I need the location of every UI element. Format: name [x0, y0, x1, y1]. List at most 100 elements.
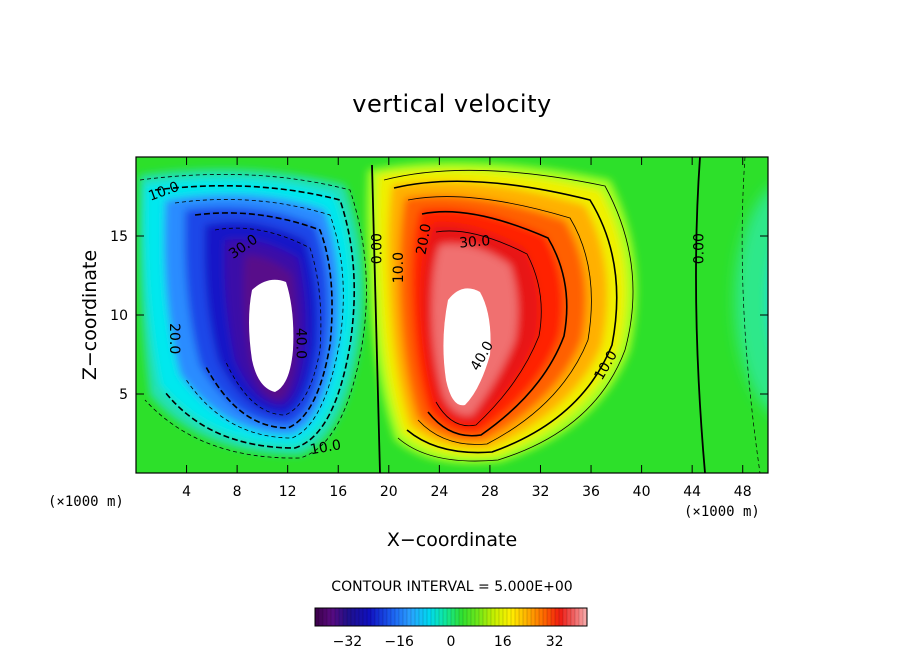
- y-axis-label: Z−coordinate: [79, 250, 101, 380]
- colorbar-tick-label: 0: [447, 634, 456, 650]
- x-tick-label: 40: [633, 484, 651, 500]
- y-tick-label: 10: [110, 308, 128, 324]
- contour-label: 10.0: [391, 252, 407, 283]
- colorbar-cell: [371, 608, 376, 626]
- colorbar-cell: [339, 608, 344, 626]
- x-tick-label: 48: [734, 484, 752, 500]
- colorbar-cell: [319, 608, 324, 626]
- colorbar-cell: [555, 608, 560, 626]
- colorbar: [314, 607, 588, 627]
- colorbar-cell: [351, 608, 356, 626]
- colorbar-cell: [343, 608, 348, 626]
- colorbar-cell: [363, 608, 368, 626]
- x-unit-left: (×1000 m): [48, 494, 124, 510]
- colorbar-cell: [575, 608, 580, 626]
- contour-label: 30.0: [459, 233, 491, 252]
- colorbar-cell: [551, 608, 556, 626]
- colorbar-cell: [487, 608, 492, 626]
- colorbar-cell: [399, 608, 404, 626]
- contour-label: 10.0: [309, 437, 342, 458]
- x-tick-label: 20: [380, 484, 398, 500]
- colorbar-cell: [491, 608, 496, 626]
- colorbar-cell: [379, 608, 384, 626]
- x-tick-label: 8: [233, 484, 242, 500]
- colorbar-cell: [427, 608, 432, 626]
- contour-label: 20.0: [166, 323, 182, 354]
- colorbar-cell: [527, 608, 532, 626]
- colorbar-cell: [571, 608, 576, 626]
- colorbar-cell: [331, 608, 336, 626]
- colorbar-cell: [435, 608, 440, 626]
- colorbar-cell: [455, 608, 460, 626]
- colorbar-cell: [579, 608, 584, 626]
- colorbar-cell: [467, 608, 472, 626]
- contour-label: 40.0: [292, 328, 308, 359]
- colorbar-tick-label: −32: [333, 634, 363, 650]
- colorbar-cell: [511, 608, 516, 626]
- x-tick-label: 32: [532, 484, 550, 500]
- x-tick-label: 44: [683, 484, 701, 500]
- colorbar-cell: [391, 608, 396, 626]
- contour-label: 20.0: [414, 222, 435, 255]
- colorbar-cell: [395, 608, 400, 626]
- colorbar-cell: [419, 608, 424, 626]
- colorbar-cell: [359, 608, 364, 626]
- colorbar-cell: [563, 608, 568, 626]
- colorbar-tick-label: 16: [494, 634, 512, 650]
- x-axis-label: X−coordinate: [387, 529, 517, 551]
- colorbar-cell: [335, 608, 340, 626]
- colorbar-cell: [483, 608, 488, 626]
- x-tick-label: 24: [430, 484, 448, 500]
- colorbar-cell: [507, 608, 512, 626]
- colorbar-cell: [567, 608, 572, 626]
- colorbar-cell: [347, 608, 352, 626]
- colorbar-cell: [515, 608, 520, 626]
- colorbar-cell: [471, 608, 476, 626]
- y-axis: 5 10 15: [110, 229, 768, 403]
- colorbar-cell: [355, 608, 360, 626]
- colorbar-cell: [539, 608, 544, 626]
- heatmap-field: [136, 157, 768, 473]
- colorbar-cell: [463, 608, 468, 626]
- colorbar-cell: [411, 608, 416, 626]
- colorbar-cell: [519, 608, 524, 626]
- colorbar-cell: [499, 608, 504, 626]
- colorbar-cell: [503, 608, 508, 626]
- colorbar-cell: [423, 608, 428, 626]
- colorbar-cell: [531, 608, 536, 626]
- colorbar-frame: [314, 607, 588, 627]
- colorbar-tick-label: −16: [384, 634, 414, 650]
- y-tick-label: 15: [110, 229, 128, 245]
- y-tick-label: 5: [119, 387, 128, 403]
- x-tick-label: 16: [329, 484, 347, 500]
- colorbar-cell: [559, 608, 564, 626]
- colorbar-cell: [523, 608, 528, 626]
- colorbar-cell: [475, 608, 480, 626]
- contour-interval: CONTOUR INTERVAL = 5.000E+00: [331, 579, 572, 595]
- colorbar-cell: [583, 608, 588, 626]
- colorbar-cell: [375, 608, 380, 626]
- colorbar-cell: [535, 608, 540, 626]
- colorbar-cell: [315, 608, 320, 626]
- colorbar-cell: [443, 608, 448, 626]
- colorbar-ticks: −32 −16 0 16 32: [333, 634, 564, 650]
- colorbar-cell: [447, 608, 452, 626]
- colorbar-cell: [495, 608, 500, 626]
- x-tick-label: 4: [182, 484, 191, 500]
- colorbar-cell: [403, 608, 408, 626]
- colorbar-cell: [327, 608, 332, 626]
- colorbar-tick-label: 32: [546, 634, 564, 650]
- x-tick-label: 28: [481, 484, 499, 500]
- colorbar-cell: [451, 608, 456, 626]
- x-tick-label: 12: [279, 484, 297, 500]
- colorbar-cell: [367, 608, 372, 626]
- colorbar-cell: [547, 608, 552, 626]
- colorbar-cell: [383, 608, 388, 626]
- colorbar-cell: [431, 608, 436, 626]
- contour-label: 0.00: [369, 233, 385, 264]
- colorbar-cell: [459, 608, 464, 626]
- contour-label: 0.00: [692, 233, 708, 264]
- colorbar-cell: [479, 608, 484, 626]
- chart-title: vertical velocity: [352, 90, 551, 118]
- colorbar-cell: [387, 608, 392, 626]
